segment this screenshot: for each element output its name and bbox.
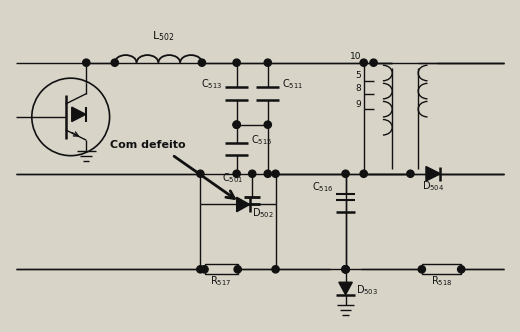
- Polygon shape: [72, 107, 86, 122]
- Text: D$_{503}$: D$_{503}$: [356, 284, 378, 297]
- Circle shape: [342, 266, 349, 273]
- Circle shape: [233, 59, 240, 66]
- Text: R$_{518}$: R$_{518}$: [431, 274, 452, 288]
- Circle shape: [342, 266, 349, 273]
- Text: D$_{504}$: D$_{504}$: [422, 179, 445, 193]
- Circle shape: [264, 170, 271, 177]
- Text: Com defeito: Com defeito: [110, 140, 185, 150]
- Polygon shape: [237, 197, 250, 212]
- Circle shape: [233, 121, 240, 128]
- Circle shape: [249, 170, 256, 177]
- Polygon shape: [426, 167, 440, 181]
- Circle shape: [272, 266, 279, 273]
- Circle shape: [370, 59, 377, 66]
- Text: C$_{513}$: C$_{513}$: [201, 77, 223, 91]
- Circle shape: [197, 266, 204, 273]
- Circle shape: [342, 266, 349, 273]
- Text: R$_{517}$: R$_{517}$: [211, 274, 232, 288]
- Bar: [422, 264, 461, 275]
- Circle shape: [83, 59, 90, 66]
- Circle shape: [233, 121, 240, 128]
- Circle shape: [342, 170, 349, 177]
- Text: 10: 10: [349, 51, 361, 60]
- Text: L$_{502}$: L$_{502}$: [152, 29, 175, 43]
- Polygon shape: [339, 282, 353, 294]
- Circle shape: [458, 266, 465, 273]
- Text: C$_{515}$: C$_{515}$: [251, 133, 272, 147]
- Circle shape: [418, 266, 425, 273]
- Circle shape: [360, 59, 367, 66]
- Text: 8: 8: [355, 84, 361, 93]
- Bar: [204, 264, 238, 275]
- Text: C$_{511}$: C$_{511}$: [282, 77, 303, 91]
- Text: C$_{516}$: C$_{516}$: [312, 181, 334, 195]
- Circle shape: [197, 170, 204, 177]
- Circle shape: [233, 170, 240, 177]
- Text: 5: 5: [355, 71, 361, 80]
- Circle shape: [111, 59, 119, 66]
- Circle shape: [407, 170, 414, 177]
- Text: 9: 9: [355, 100, 361, 109]
- Circle shape: [198, 59, 205, 66]
- Circle shape: [234, 266, 241, 273]
- Circle shape: [360, 170, 367, 177]
- Text: C$_{501}$: C$_{501}$: [222, 172, 243, 185]
- Circle shape: [264, 121, 271, 128]
- Circle shape: [272, 170, 279, 177]
- Circle shape: [264, 59, 271, 66]
- Circle shape: [201, 266, 208, 273]
- Text: D$_{502}$: D$_{502}$: [252, 206, 274, 220]
